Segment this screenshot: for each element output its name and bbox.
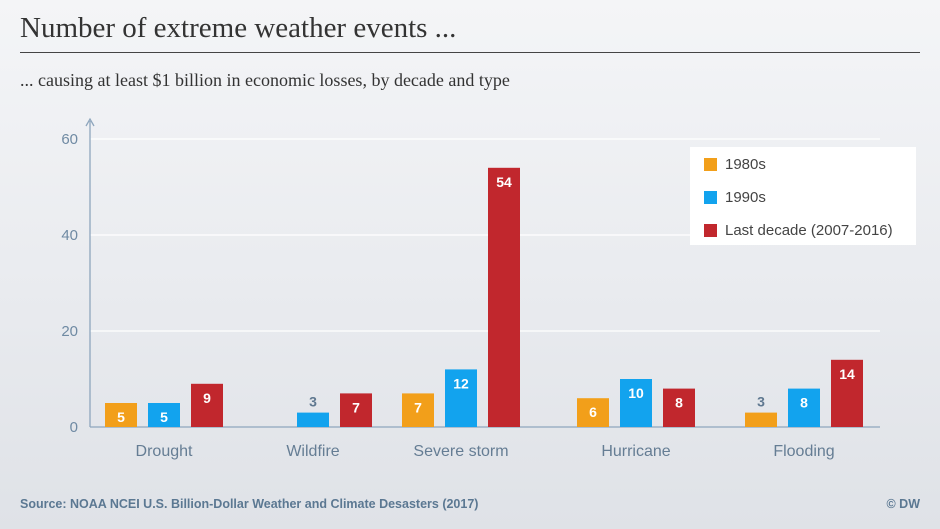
bar bbox=[788, 388, 820, 427]
bar-value-label: 8 bbox=[800, 395, 808, 411]
y-tick-label: 0 bbox=[70, 419, 78, 436]
bar-chart: 0 20 40 60 5 7 6 3 5 3 12 10 8 9 7 54 8 14 Drought Wildfire… bbox=[61, 117, 880, 460]
x-category-label: Flooding bbox=[773, 443, 834, 460]
bar bbox=[105, 403, 137, 427]
bar-value-label: 10 bbox=[628, 385, 644, 401]
bar bbox=[620, 379, 652, 427]
source-note: Source: NOAA NCEI U.S. Billion-Dollar We… bbox=[20, 497, 479, 511]
bar-value-label: 8 bbox=[675, 395, 683, 411]
bar bbox=[577, 398, 609, 427]
bar bbox=[745, 412, 777, 427]
bar-value-label: 9 bbox=[203, 390, 211, 406]
bar-value-label: 14 bbox=[839, 366, 855, 382]
legend-item: Last decade (2007-2016) bbox=[704, 220, 893, 240]
bar bbox=[340, 393, 372, 427]
legend-swatch bbox=[704, 190, 717, 204]
legend-swatch bbox=[704, 157, 717, 171]
bar-value-label: 54 bbox=[496, 174, 512, 190]
bar-value-label: 3 bbox=[757, 394, 765, 410]
bar bbox=[148, 403, 180, 427]
chart-subtitle: ... causing at least $1 billion in econo… bbox=[20, 70, 510, 90]
legend-item: 1980s bbox=[704, 154, 766, 174]
dw-credit: © DW bbox=[886, 497, 920, 511]
legend-label: Last decade (2007-2016) bbox=[725, 221, 893, 239]
y-tick-label: 60 bbox=[61, 131, 78, 148]
bar-value-label: 7 bbox=[414, 399, 422, 415]
x-category-label: Wildfire bbox=[286, 443, 339, 460]
bar-value-label: 12 bbox=[453, 375, 469, 391]
bar-value-label: 6 bbox=[589, 404, 597, 420]
bar-value-label: 3 bbox=[309, 394, 317, 410]
legend-swatch bbox=[704, 223, 717, 237]
chart-legend: 1980s 1990s Last decade (2007-2016) bbox=[690, 147, 916, 245]
bar bbox=[445, 369, 477, 427]
y-axis-arrow bbox=[85, 117, 95, 127]
legend-label: 1980s bbox=[725, 155, 766, 173]
bar-value-label: 5 bbox=[117, 409, 125, 425]
x-category-label: Hurricane bbox=[601, 443, 670, 460]
bar bbox=[402, 393, 434, 427]
title-divider bbox=[20, 52, 920, 53]
legend-label: 1990s bbox=[725, 188, 766, 206]
bar bbox=[831, 359, 863, 427]
y-tick-label: 40 bbox=[61, 227, 78, 244]
bar bbox=[663, 388, 695, 427]
legend-item: 1990s bbox=[704, 187, 766, 207]
bar bbox=[191, 383, 223, 427]
bar bbox=[297, 412, 329, 427]
x-category-label: Drought bbox=[136, 443, 193, 460]
bar-value-label: 5 bbox=[160, 409, 168, 425]
y-tick-label: 20 bbox=[61, 323, 78, 340]
bar bbox=[488, 167, 520, 428]
x-category-label: Severe storm bbox=[413, 443, 508, 460]
bar-value-label: 7 bbox=[352, 399, 360, 415]
chart-title: Number of extreme weather events ... bbox=[20, 12, 457, 44]
